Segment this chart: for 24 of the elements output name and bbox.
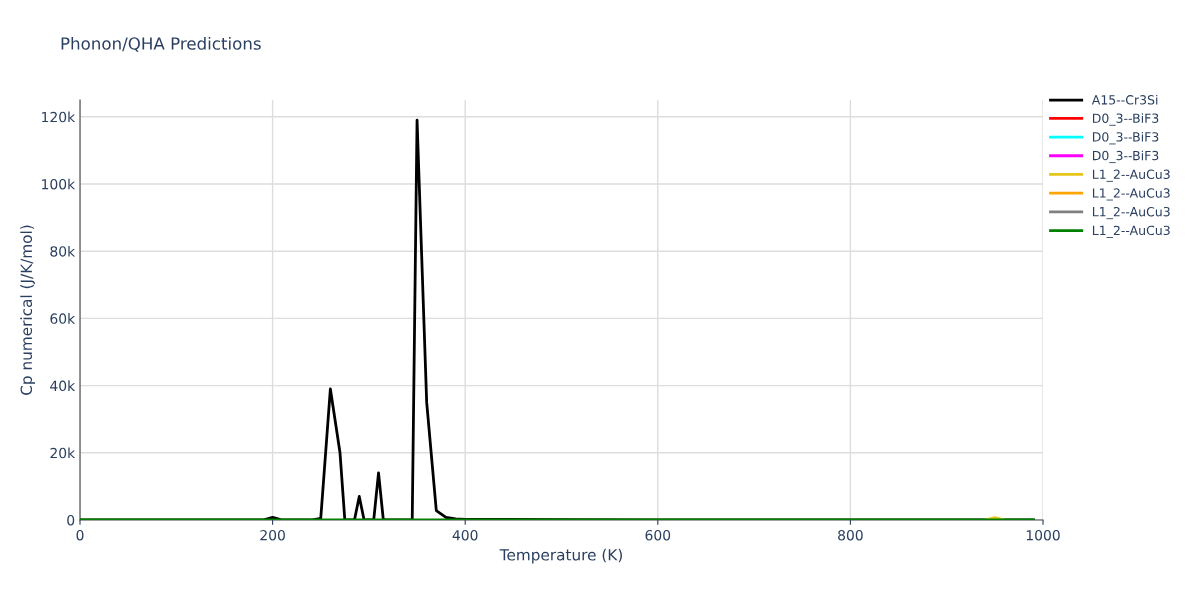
legend-label: L1_2--AuCu3 bbox=[1092, 206, 1170, 220]
y-tick-label: 20k bbox=[50, 447, 76, 459]
y-tick-label: 40k bbox=[50, 380, 76, 392]
legend-label: D0_3--BiF3 bbox=[1092, 150, 1159, 164]
y-axis-title: Cp numerical (J/K/mol) bbox=[20, 225, 36, 395]
legend-label: L1_2--AuCu3 bbox=[1092, 188, 1170, 201]
x-axis-title: Temperature (K) bbox=[499, 548, 622, 564]
x-tick-label: 600 bbox=[645, 529, 671, 541]
y-tick-label: 120k bbox=[42, 111, 76, 123]
legend-label: L1_2--AuCu3 bbox=[1092, 225, 1170, 238]
legend-label: A15--Cr3Si bbox=[1091, 94, 1158, 105]
x-tick-label: 800 bbox=[838, 529, 863, 541]
y-tick-label: 80k bbox=[50, 245, 76, 257]
x-tick-label: 0 bbox=[76, 529, 84, 541]
y-tick-label: 60k bbox=[50, 313, 76, 324]
x-tick-label: 200 bbox=[260, 529, 285, 541]
x-tick-label: 400 bbox=[452, 529, 478, 541]
x-tick-label: 1000 bbox=[1026, 529, 1060, 541]
legend-label: D0_3--BiF3 bbox=[1092, 131, 1159, 145]
legend-label: L1_2--AuCu3 bbox=[1092, 169, 1170, 182]
y-tick-label: 0 bbox=[67, 514, 75, 526]
y-tick-label: 100k bbox=[42, 178, 76, 190]
legend-label: D0_3--BiF3 bbox=[1092, 113, 1159, 126]
chart-title: Phonon/QHA Predictions bbox=[61, 36, 261, 52]
